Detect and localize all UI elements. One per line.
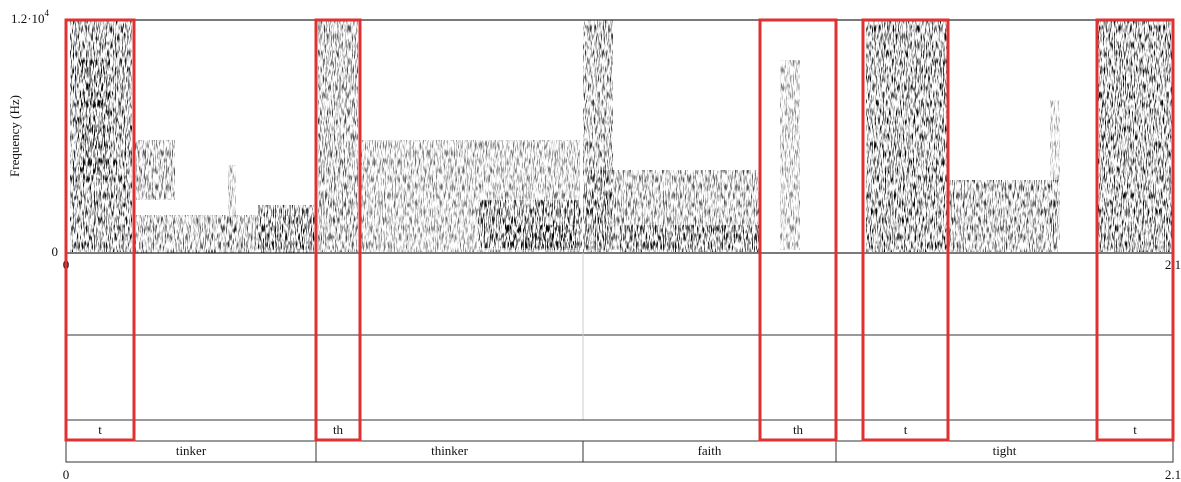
highlight-box	[314, 18, 362, 442]
y-axis-label: Frequency (Hz)	[7, 95, 22, 177]
spectral-energy	[780, 60, 800, 250]
y-bottom-label: 0	[52, 244, 59, 259]
spectral-energy	[948, 180, 1058, 252]
spectral-energy	[135, 140, 175, 200]
phone-label: t	[98, 422, 102, 437]
spectral-energy	[1050, 100, 1060, 240]
spectral-energy	[505, 225, 580, 250]
word-label: faith	[698, 443, 722, 458]
spectral-energy	[1097, 20, 1173, 252]
y-top-exponent: 4	[45, 8, 50, 18]
y-top: 1.2·10	[11, 11, 45, 26]
highlight-box	[1095, 18, 1175, 442]
spectral-energy	[258, 205, 314, 250]
spectral-energy	[866, 20, 948, 252]
spectral-energy	[318, 20, 358, 252]
word-label: tight	[993, 443, 1017, 458]
word-label: tinker	[176, 443, 207, 458]
word-label: thinker	[431, 443, 468, 458]
spectral-energy	[620, 225, 760, 252]
phone-label: t	[904, 422, 908, 437]
phone-label: th	[333, 422, 344, 437]
spectrogram	[70, 20, 1173, 253]
y-top-label: 1.2·104	[11, 8, 50, 26]
x-end-bottom: 2.1	[1165, 467, 1181, 482]
phone-label: th	[793, 422, 804, 437]
phone-label: t	[1133, 422, 1137, 437]
highlight-box	[758, 18, 838, 442]
spectral-energy	[228, 165, 236, 250]
phone-tier	[65, 419, 1174, 442]
highlight-box	[861, 18, 950, 442]
x-start-bottom: 0	[63, 467, 70, 482]
highlight-box	[64, 18, 136, 442]
spectral-energy	[80, 60, 110, 180]
tiers: t th th t t tinker thinker faith tight	[65, 420, 1174, 462]
